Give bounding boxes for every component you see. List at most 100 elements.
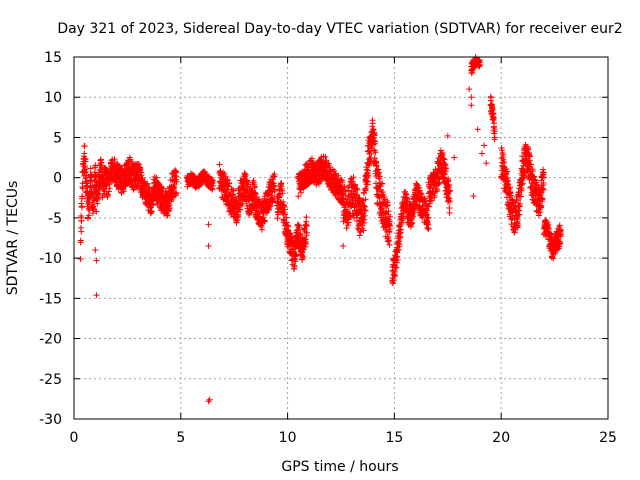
data-point — [490, 115, 497, 122]
data-point — [335, 172, 342, 179]
data-point — [282, 211, 289, 218]
data-point — [540, 169, 547, 176]
data-point — [431, 192, 438, 199]
data-point — [146, 184, 153, 191]
data-point — [385, 237, 392, 244]
data-point — [525, 164, 532, 171]
data-point — [82, 164, 89, 171]
grid — [74, 57, 608, 419]
y-tick-label: 15 — [44, 50, 62, 66]
data-point — [384, 201, 391, 208]
data-point — [387, 213, 394, 220]
data-point — [526, 157, 533, 164]
data-point — [372, 149, 379, 156]
data-points — [77, 54, 565, 405]
data-point — [279, 190, 286, 197]
x-tick-label: 0 — [70, 430, 79, 446]
data-point — [94, 196, 101, 203]
data-point — [164, 212, 171, 219]
y-tick-label: -30 — [39, 412, 62, 428]
y-tick-label: 5 — [53, 130, 62, 146]
data-point — [239, 182, 246, 189]
data-point — [352, 181, 359, 188]
plot-frame — [73, 56, 609, 420]
data-point — [476, 62, 483, 69]
data-point — [93, 208, 100, 215]
data-point — [303, 214, 310, 221]
data-point — [285, 223, 292, 230]
data-point — [558, 230, 565, 237]
data-point — [356, 232, 363, 239]
data-point — [291, 263, 298, 270]
data-point — [397, 233, 404, 240]
data-point — [556, 222, 563, 229]
data-point — [425, 225, 432, 232]
data-point — [280, 198, 287, 205]
data-point — [237, 206, 244, 213]
data-point — [521, 170, 528, 177]
y-axis-label: SDTVAR / TECUs — [5, 181, 21, 296]
data-point — [396, 241, 403, 248]
data-point — [276, 194, 283, 201]
data-point — [349, 178, 356, 185]
data-point — [398, 211, 405, 218]
data-point — [295, 193, 302, 200]
data-point — [389, 267, 396, 274]
data-point — [443, 165, 450, 172]
data-point — [82, 158, 89, 165]
data-point — [466, 86, 473, 93]
data-point — [435, 180, 442, 187]
data-point — [381, 193, 388, 200]
data-point — [278, 180, 285, 187]
data-point — [371, 132, 378, 139]
x-tick-label: 25 — [599, 430, 617, 446]
data-point — [376, 173, 383, 180]
data-point — [85, 215, 92, 222]
data-point — [515, 197, 522, 204]
data-point — [143, 181, 150, 188]
data-point — [499, 159, 506, 166]
data-point — [160, 185, 167, 192]
data-point — [501, 159, 508, 166]
data-point — [361, 203, 368, 210]
data-point — [413, 181, 420, 188]
data-point — [292, 252, 299, 259]
data-point — [303, 232, 310, 239]
data-point — [288, 257, 295, 264]
data-point — [354, 186, 361, 193]
x-axis-label: GPS time / hours — [281, 459, 398, 475]
data-point — [233, 219, 240, 226]
data-point — [390, 277, 397, 284]
data-point — [274, 215, 281, 222]
data-point — [526, 152, 533, 159]
data-point — [518, 187, 525, 194]
data-point — [361, 212, 368, 219]
x-tick-label: 5 — [176, 430, 185, 446]
data-point — [271, 182, 278, 189]
data-point — [299, 253, 306, 260]
data-point — [245, 181, 252, 188]
data-point — [527, 161, 534, 168]
data-point — [85, 205, 92, 212]
data-point — [394, 249, 401, 256]
data-point — [345, 187, 352, 194]
data-point — [373, 163, 380, 170]
data-point — [262, 210, 269, 217]
data-point — [491, 134, 498, 141]
data-point — [470, 193, 477, 200]
data-point — [538, 202, 545, 209]
data-point — [206, 396, 213, 403]
data-point — [82, 179, 89, 186]
data-point — [364, 167, 371, 174]
data-point — [507, 188, 514, 195]
data-point — [390, 280, 397, 287]
data-point — [505, 199, 512, 206]
x-tick-label: 10 — [279, 430, 297, 446]
data-point — [360, 213, 367, 220]
data-point — [216, 161, 223, 168]
data-point — [357, 228, 364, 235]
data-point — [341, 183, 348, 190]
data-point — [468, 94, 475, 101]
data-point — [505, 181, 512, 188]
